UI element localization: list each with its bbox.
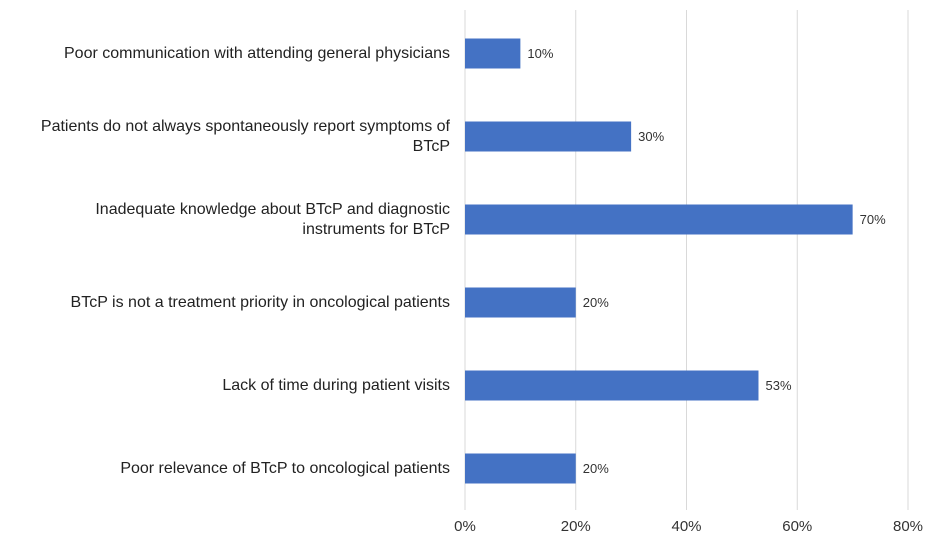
- x-tick-label: 80%: [893, 518, 923, 534]
- category-label: BTcP is not a treatment priority in onco…: [70, 293, 450, 311]
- bar: [465, 38, 521, 69]
- bar: [465, 121, 632, 152]
- value-label: 30%: [638, 129, 664, 144]
- value-label: 70%: [860, 212, 886, 227]
- value-label: 20%: [583, 461, 609, 476]
- category-label: Poor relevance of BTcP to oncological pa…: [120, 459, 450, 477]
- value-label: 53%: [765, 378, 791, 393]
- value-label: 20%: [583, 295, 609, 310]
- value-label: 10%: [527, 46, 553, 61]
- category-label: Poor communication with attending genera…: [64, 44, 450, 62]
- bar: [465, 370, 759, 401]
- category-label: Lack of time during patient visits: [222, 376, 450, 394]
- x-tick-label: 0%: [454, 518, 476, 534]
- bar: [465, 204, 853, 235]
- x-tick-label: 20%: [561, 518, 591, 534]
- bar: [465, 453, 576, 484]
- category-label: Inadequate knowledge about BTcP and diag…: [95, 200, 450, 238]
- bar: [465, 287, 576, 318]
- category-label: Patients do not always spontaneously rep…: [40, 117, 450, 155]
- x-tick-label: 40%: [671, 518, 701, 534]
- x-tick-label: 60%: [782, 518, 812, 534]
